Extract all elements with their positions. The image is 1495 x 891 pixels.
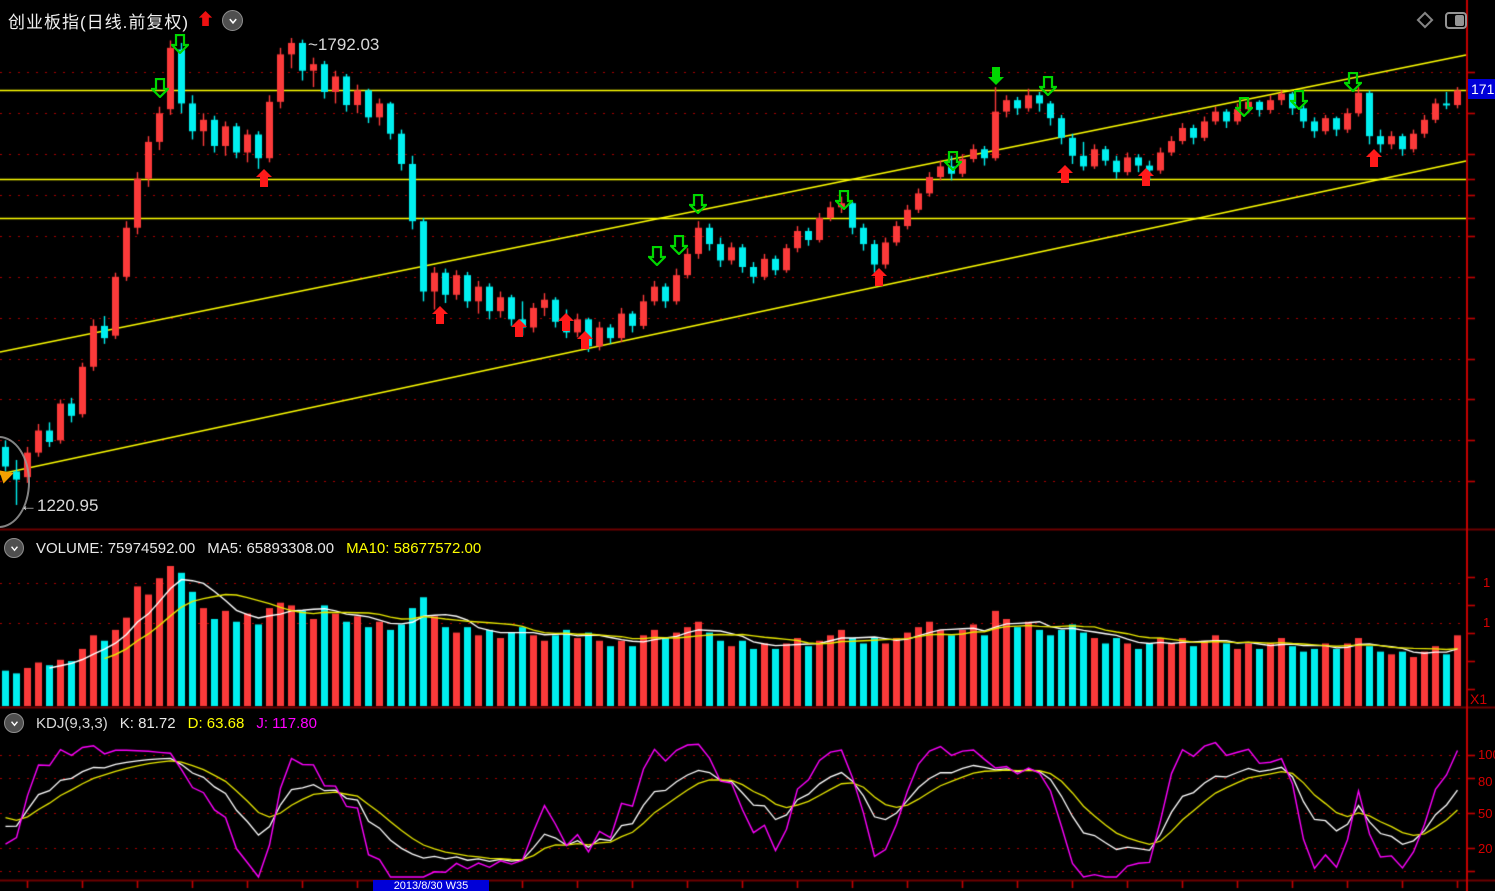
volume-multiplier-label: X1: [1470, 691, 1488, 707]
title-collapse-button[interactable]: [222, 10, 244, 31]
buy-signal-arrow-icon: [1056, 164, 1074, 184]
buy-signal-arrow-icon: [510, 318, 528, 338]
volume-value-label: VOLUME: 75974592.00: [36, 539, 196, 557]
volume-axis-label: 1: [1483, 575, 1491, 590]
split-panel-icon[interactable]: [1445, 12, 1467, 29]
sell-signal-arrow-icon: [833, 189, 855, 211]
volume-pane-header: VOLUME: 75974592.00 MA5: 65893308.00 MA1…: [4, 538, 481, 558]
buy-signal-arrow-icon: [1137, 167, 1155, 187]
sell-signal-arrow-icon: [1037, 75, 1059, 97]
sell-signal-arrow-icon: [1233, 96, 1255, 118]
sell-signal-arrow-icon: [1342, 71, 1364, 93]
buy-signal-arrow-icon: [557, 312, 575, 332]
sell-signal-arrow-icon: [668, 234, 690, 256]
date-label: 2013/8/30 W35: [373, 880, 489, 891]
kdj-axis-label: 20: [1478, 841, 1493, 856]
buy-signal-arrow-icon: [255, 168, 273, 188]
kdj-collapse-button[interactable]: [4, 713, 24, 733]
buy-signal-arrow-icon: [870, 267, 888, 287]
volume-axis-label: 1: [1483, 615, 1491, 630]
kdj-title-label: KDJ(9,3,3): [36, 714, 108, 732]
title-bar: 创业板指(日线.前复权): [8, 8, 244, 33]
sell-signal-solid-arrow-icon: [987, 66, 1005, 86]
sell-signal-arrow-icon: [646, 245, 668, 267]
peak-price-annotation: ~1792.03: [308, 35, 380, 54]
price-up-arrow-icon: [198, 10, 213, 32]
page-title: 创业板指(日线.前复权): [8, 13, 190, 32]
sell-signal-arrow-icon: [169, 33, 191, 55]
sell-signal-arrow-icon: [942, 150, 964, 172]
kdj-axis-label: 100: [1478, 747, 1495, 762]
volume-ma10-label: MA10: 58677572.00: [346, 539, 482, 557]
diamond-icon[interactable]: [1416, 11, 1434, 29]
kdj-k-label: K: 81.72: [119, 714, 176, 732]
kdj-j-label: J: 117.80: [256, 714, 317, 732]
kdj-d-label: D: 63.68: [187, 714, 245, 732]
volume-collapse-button[interactable]: [4, 538, 24, 558]
kdj-axis-label: 50: [1478, 806, 1493, 821]
buy-signal-arrow-icon: [431, 305, 449, 325]
kdj-pane-header: KDJ(9,3,3) K: 81.72 D: 63.68 J: 117.80: [4, 713, 317, 733]
sell-signal-arrow-icon: [1288, 89, 1310, 111]
buy-signal-arrow-icon: [1365, 148, 1383, 168]
kdj-axis-label: 80: [1478, 774, 1493, 789]
sell-signal-arrow-icon: [149, 77, 171, 99]
sell-signal-arrow-icon: [687, 193, 709, 215]
current-price-label: 171: [1468, 79, 1495, 99]
buy-signal-arrow-icon: [576, 330, 594, 350]
volume-ma5-label: MA5: 65893308.00: [207, 539, 335, 557]
low-price-annotation: ←1220.95: [20, 496, 99, 515]
